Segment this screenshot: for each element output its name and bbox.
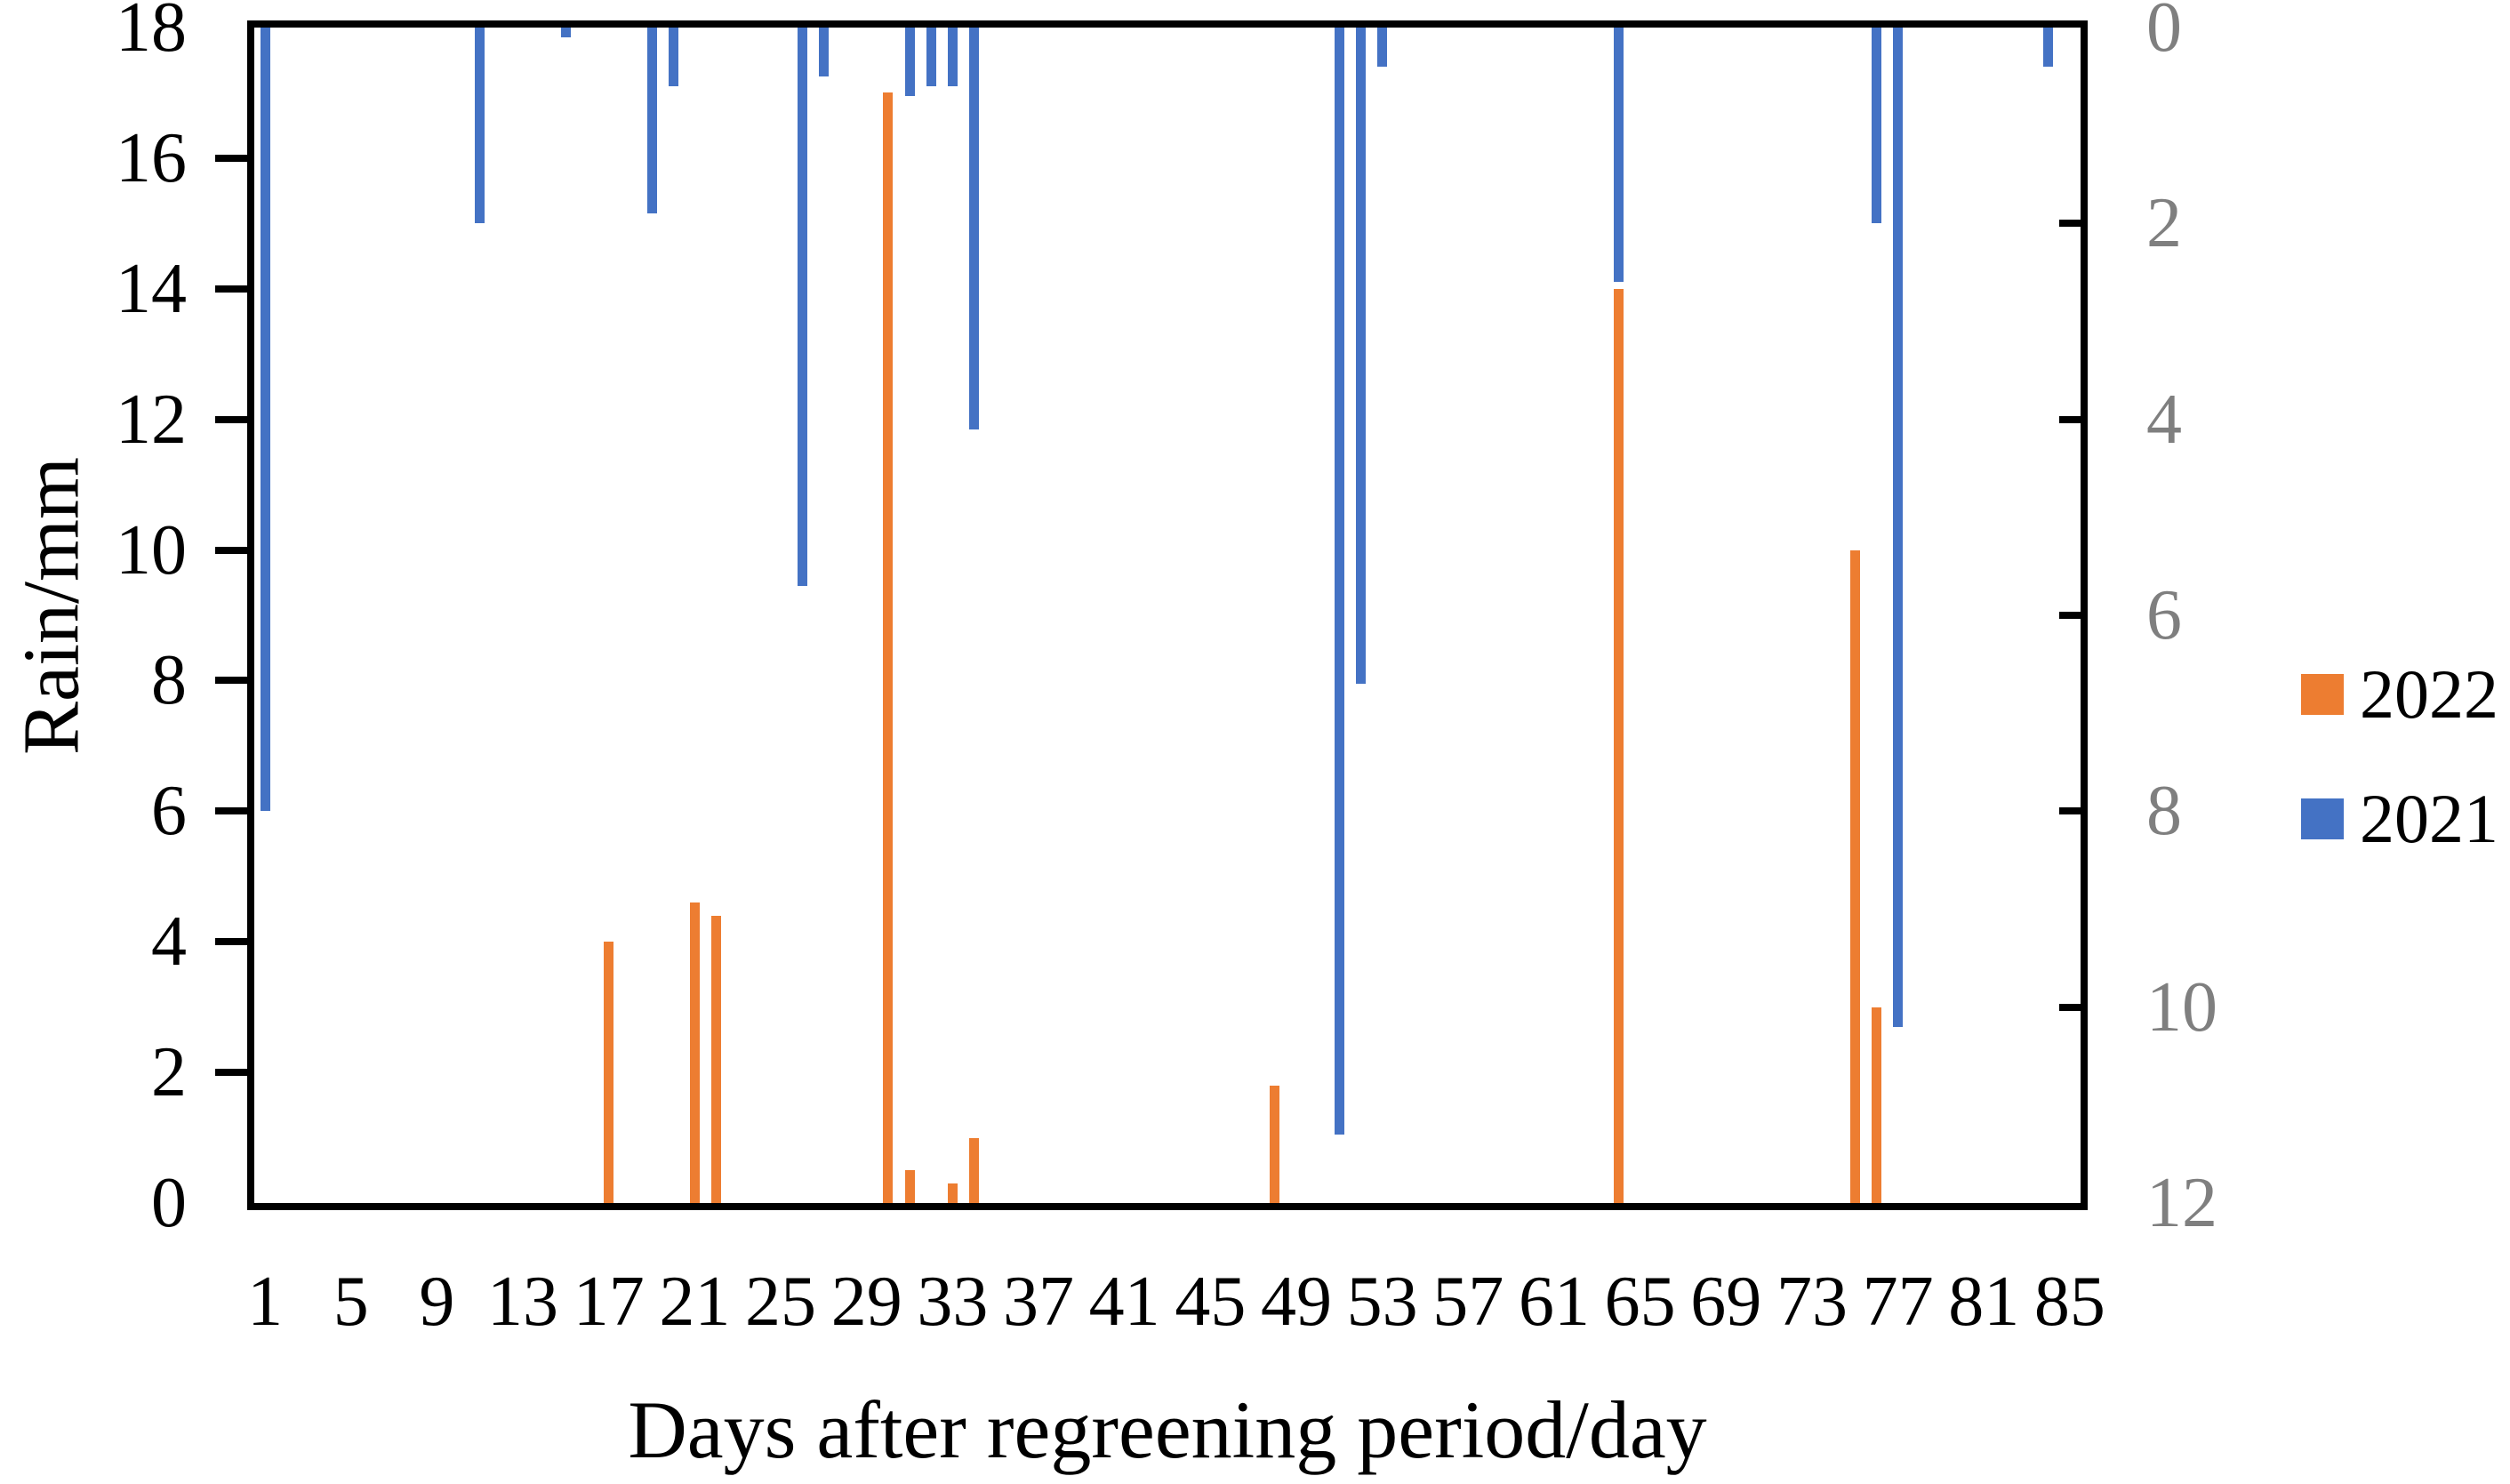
left-axis-label-4: 4 bbox=[151, 902, 187, 982]
legend-entry-2021: 2021 bbox=[2301, 784, 2498, 854]
x-axis-label-17: 17 bbox=[573, 1263, 645, 1341]
left-axis-label-18: 18 bbox=[116, 0, 187, 67]
x-axis-label-45: 45 bbox=[1175, 1263, 1247, 1341]
x-axis-label-5: 5 bbox=[333, 1263, 369, 1341]
left-axis-label-6: 6 bbox=[151, 772, 187, 851]
left-axis-tick-4 bbox=[215, 938, 247, 946]
bar-2021-day-52 bbox=[1355, 28, 1366, 685]
right-axis-tick-10 bbox=[2059, 1003, 2081, 1011]
bar-2022-day-64 bbox=[1613, 288, 1624, 1203]
left-axis-tick-6 bbox=[215, 807, 247, 815]
right-axis-tick-8 bbox=[2059, 807, 2081, 815]
x-axis-title: Days after regreening period/day bbox=[628, 1384, 1707, 1475]
x-axis-label-57: 57 bbox=[1432, 1263, 1504, 1341]
x-axis-label-49: 49 bbox=[1260, 1263, 1332, 1341]
bar-2021-day-76 bbox=[1871, 28, 1881, 224]
bar-2021-day-11 bbox=[475, 28, 485, 224]
bar-2021-day-51 bbox=[1334, 28, 1344, 1135]
x-axis-label-25: 25 bbox=[745, 1263, 817, 1341]
bar-2022-day-30 bbox=[883, 92, 894, 1203]
bar-2021-day-34 bbox=[969, 28, 980, 429]
left-axis-label-0: 0 bbox=[151, 1164, 187, 1242]
x-axis-label-29: 29 bbox=[830, 1263, 902, 1341]
bar-2022-day-75 bbox=[1849, 549, 1860, 1203]
bar-2021-day-64 bbox=[1613, 28, 1624, 283]
right-axis-label-4: 4 bbox=[2146, 380, 2182, 459]
x-axis-label-77: 77 bbox=[1862, 1263, 1934, 1341]
x-axis-label-61: 61 bbox=[1518, 1263, 1590, 1341]
left-axis-tick-8 bbox=[215, 677, 247, 685]
bar-2022-day-48 bbox=[1270, 1085, 1280, 1203]
x-axis-label-73: 73 bbox=[1776, 1263, 1848, 1341]
bar-2021-day-20 bbox=[668, 28, 678, 87]
x-axis-label-85: 85 bbox=[2033, 1263, 2105, 1341]
bar-2021-day-77 bbox=[1893, 28, 1904, 1027]
bar-2022-day-76 bbox=[1871, 1007, 1881, 1203]
x-axis-label-65: 65 bbox=[1604, 1263, 1676, 1341]
right-axis-tick-4 bbox=[2059, 415, 2081, 423]
x-axis-label-1: 1 bbox=[247, 1263, 284, 1341]
legend-label-2022: 2022 bbox=[2360, 655, 2498, 733]
bar-2021-day-32 bbox=[926, 28, 936, 87]
bar-2021-day-27 bbox=[818, 28, 829, 77]
bar-2022-day-34 bbox=[969, 1137, 980, 1203]
x-axis-label-21: 21 bbox=[659, 1263, 731, 1341]
bar-2021-day-84 bbox=[2043, 28, 2054, 68]
bar-2021-day-19 bbox=[646, 28, 657, 214]
right-axis-tick-6 bbox=[2059, 612, 2081, 619]
right-axis-label-10: 10 bbox=[2146, 967, 2217, 1047]
left-axis-label-8: 8 bbox=[151, 641, 187, 720]
legend-entry-2022: 2022 bbox=[2301, 660, 2498, 729]
left-axis-label-10: 10 bbox=[116, 510, 187, 590]
left-axis-tick-14 bbox=[215, 285, 247, 293]
legend-label-2021: 2021 bbox=[2360, 780, 2498, 857]
left-axis-label-12: 12 bbox=[116, 380, 187, 459]
bar-2022-day-22 bbox=[711, 915, 722, 1203]
left-axis-label-16: 16 bbox=[116, 118, 187, 197]
bar-2021-day-26 bbox=[797, 28, 807, 586]
bar-2021-day-31 bbox=[904, 28, 915, 97]
legend-swatch-2021 bbox=[2301, 798, 2344, 839]
left-axis-label-14: 14 bbox=[116, 249, 187, 328]
bar-2021-day-15 bbox=[560, 28, 571, 38]
x-axis-label-33: 33 bbox=[917, 1263, 989, 1341]
bar-2021-day-1 bbox=[260, 28, 270, 812]
bar-2021-day-33 bbox=[947, 28, 958, 87]
left-axis-title: Rain/mm bbox=[7, 457, 96, 755]
bar-2021-day-53 bbox=[1377, 28, 1388, 68]
x-axis-label-9: 9 bbox=[419, 1263, 455, 1341]
plot-area bbox=[247, 20, 2088, 1210]
x-axis-label-41: 41 bbox=[1088, 1263, 1160, 1341]
right-axis-label-0: 0 bbox=[2146, 0, 2182, 67]
left-axis-label-2: 2 bbox=[151, 1033, 187, 1112]
left-axis-tick-2 bbox=[215, 1069, 247, 1077]
bar-2022-day-33 bbox=[947, 1183, 958, 1203]
right-axis-label-2: 2 bbox=[2146, 184, 2182, 263]
right-axis-tick-2 bbox=[2059, 220, 2081, 228]
x-axis-label-53: 53 bbox=[1346, 1263, 1418, 1341]
legend: 2022 2021 bbox=[2301, 660, 2498, 909]
right-axis-label-6: 6 bbox=[2146, 576, 2182, 654]
left-axis-tick-10 bbox=[215, 546, 247, 554]
bar-2022-day-17 bbox=[604, 942, 614, 1203]
x-axis-label-37: 37 bbox=[1003, 1263, 1074, 1341]
right-axis-label-8: 8 bbox=[2146, 772, 2182, 851]
bar-2022-day-31 bbox=[904, 1170, 915, 1203]
bar-2022-day-21 bbox=[689, 902, 700, 1203]
x-axis-label-81: 81 bbox=[1948, 1263, 2020, 1341]
left-axis-tick-12 bbox=[215, 415, 247, 423]
left-axis-tick-16 bbox=[215, 154, 247, 162]
x-axis-label-13: 13 bbox=[487, 1263, 559, 1341]
x-axis-label-69: 69 bbox=[1690, 1263, 1762, 1341]
right-axis-label-12: 12 bbox=[2146, 1164, 2217, 1242]
legend-swatch-2022 bbox=[2301, 674, 2344, 715]
